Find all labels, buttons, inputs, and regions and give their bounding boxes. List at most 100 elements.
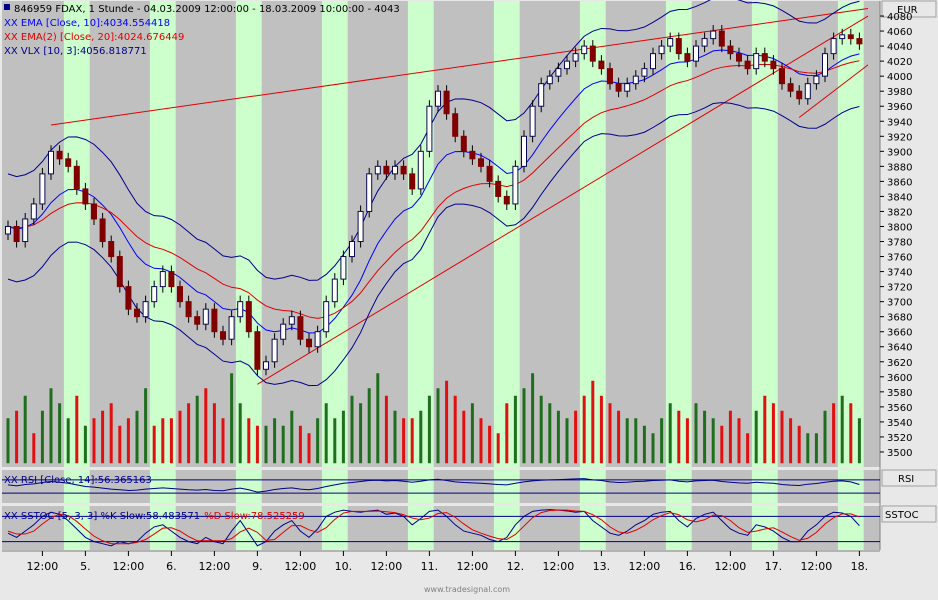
volume-bar-71 (617, 410, 621, 464)
volume-bar-92 (797, 425, 801, 464)
candle-body-23 (202, 308, 209, 325)
volume-bar-59 (513, 395, 517, 464)
highlight-band-sstoc-4 (407, 506, 434, 550)
candle-body-48 (417, 150, 424, 190)
candle-body-65 (564, 60, 570, 70)
candle-body-28 (245, 301, 252, 333)
candle-body-15 (134, 308, 140, 318)
candle-body-54 (469, 150, 476, 160)
volume-bar-11 (101, 410, 105, 464)
volume-bar-12 (109, 403, 113, 464)
price-tick-3520: 3520 (887, 433, 912, 444)
candle-body-92 (796, 90, 803, 100)
highlight-band-sstoc-6 (579, 506, 606, 550)
price-tick-3920: 3920 (887, 132, 912, 143)
volume-bar-36 (316, 418, 320, 464)
volume-bar-1 (15, 410, 19, 464)
price-tick-3880: 3880 (887, 162, 912, 173)
candle-body-96 (830, 38, 837, 55)
volume-bar-95 (823, 410, 827, 464)
candle-body-16 (142, 301, 149, 318)
time-tick-10: 12:00 (457, 560, 489, 573)
session-highlights (63, 1, 864, 550)
candle-body-73 (632, 75, 639, 85)
highlight-band-0 (63, 1, 90, 467)
volume-bar-5 (49, 388, 53, 464)
time-tick-17: 17. (765, 560, 783, 573)
candle-body-53 (460, 135, 467, 152)
candle-body-50 (435, 90, 441, 107)
rsi-series (2, 478, 880, 494)
sstoc-title-box (881, 505, 937, 523)
volume-bar-37 (324, 403, 328, 464)
volume-bar-81 (703, 410, 707, 464)
price-axis-bg (880, 1, 938, 550)
price-tick-3840: 3840 (887, 192, 912, 203)
highlight-band-rsi-4 (407, 470, 434, 503)
candle-body-46 (400, 165, 407, 175)
volume-bar-9 (83, 425, 87, 464)
highlight-band-2 (235, 1, 262, 467)
candle-body-78 (675, 38, 682, 55)
candle-body-68 (589, 45, 596, 62)
candle-body-29 (254, 331, 261, 370)
candle-body-76 (658, 45, 665, 55)
candle-body-81 (701, 38, 708, 47)
candle-body-57 (495, 180, 502, 197)
candle-body-5 (48, 150, 54, 175)
candle-body-1 (13, 225, 20, 243)
volume-bar-38 (333, 418, 337, 464)
time-axis-ticks: 12:00 5. 12:00 6. 12:00 9. 12:00 10. 12:00 11. 12:… (2, 550, 880, 573)
candle-body-9 (82, 188, 89, 205)
candle-body-77 (667, 38, 674, 47)
highlight-band-rsi-7 (665, 470, 692, 503)
volume-bar-21 (187, 403, 191, 464)
sstoc-k-line (7, 509, 860, 547)
volume-bar-98 (849, 403, 853, 464)
price-tick-3940: 3940 (887, 117, 912, 128)
candle-body-4 (39, 173, 46, 205)
price-tick-3820: 3820 (887, 207, 912, 218)
candle-body-27 (237, 301, 244, 318)
volume-bar-84 (728, 410, 732, 464)
candle-body-35 (306, 338, 312, 348)
volume-bar-56 (488, 425, 492, 464)
price-tick-4000: 4000 (887, 72, 912, 83)
candle-body-47 (409, 173, 416, 190)
time-tick-19: 18. (851, 560, 869, 573)
volume-bar-83 (720, 425, 724, 464)
highlight-band-sstoc-7 (665, 506, 692, 550)
volume-bars (6, 373, 861, 464)
candle-body-13 (116, 256, 123, 288)
candle-body-98 (847, 34, 854, 40)
candle-body-40 (349, 241, 355, 258)
volume-bar-85 (737, 418, 741, 464)
volume-bar-96 (832, 403, 836, 464)
vlx-label: XX VLX [10, 3]:4056.818771 (4, 46, 147, 57)
symbol-line: 846959 FDAX, 1 Stunde - 04.03.2009 12:00… (14, 4, 400, 15)
time-tick-4: 12:00 (199, 560, 231, 573)
volume-bar-29 (255, 425, 259, 464)
highlight-band-rsi-6 (579, 470, 606, 503)
vlx-series (7, 0, 860, 387)
candle-body-94 (813, 75, 820, 85)
candle-body-41 (357, 210, 364, 243)
price-tick-3500: 3500 (887, 448, 912, 459)
volume-bar-33 (290, 410, 294, 464)
candle-body-25 (220, 331, 226, 340)
candle-body-39 (340, 256, 347, 280)
price-tick-3540: 3540 (887, 418, 912, 429)
candle-body-42 (366, 173, 373, 212)
candle-body-10 (91, 203, 97, 220)
time-tick-14: 12:00 (629, 560, 661, 573)
volume-bar-13 (118, 425, 122, 464)
price-tick-3760: 3760 (887, 253, 912, 264)
volume-bar-66 (574, 410, 578, 464)
sstoc-label: XX SSTOC [5, 3, 3] %K Slow:58.483571 %D S… (4, 511, 305, 522)
candle-body-31 (271, 338, 278, 363)
candle-body-99 (856, 38, 863, 45)
time-tick-16: 12:00 (715, 560, 747, 573)
time-tick-8: 12:00 (371, 560, 403, 573)
candle-body-97 (839, 34, 846, 40)
price-tick-3900: 3900 (887, 147, 912, 158)
